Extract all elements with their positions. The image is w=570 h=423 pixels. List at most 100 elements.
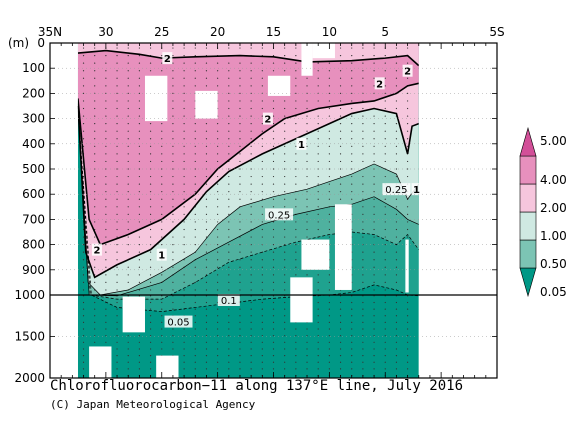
sample-dot (138, 259, 140, 261)
sample-dot (384, 341, 386, 343)
sample-dot (250, 244, 252, 246)
sample-dot (149, 301, 152, 304)
sample-dot (94, 160, 96, 163)
sample-dot (339, 341, 342, 343)
x-tick-label-1: 30 (98, 25, 113, 39)
sample-dot (105, 92, 107, 94)
sample-dot (272, 315, 275, 317)
sample-dot (239, 62, 241, 64)
sample-dot (261, 191, 263, 193)
sample-dot (127, 92, 129, 94)
sample-dot (82, 341, 85, 343)
sample-dot (183, 115, 185, 117)
sample-dot (250, 175, 252, 178)
contour-2-1 (77, 82, 419, 246)
sample-dot (339, 175, 342, 178)
sample-dot (94, 153, 96, 155)
sample-dot (172, 92, 174, 94)
sample-dot (161, 138, 163, 140)
sample-dot (373, 348, 375, 350)
sample-dot (105, 281, 107, 283)
sample-dot (339, 130, 342, 132)
sample-dot (149, 251, 152, 253)
sample-dot (339, 145, 342, 147)
sample-dot (395, 321, 398, 323)
sample-dot (138, 130, 140, 132)
sample-dot (384, 138, 386, 140)
sample-dot (317, 175, 319, 178)
sample-dot (306, 368, 308, 370)
sample-dot (250, 236, 252, 238)
sample-dot (172, 328, 174, 330)
colorbar-band-4 (519, 155, 537, 185)
sample-dot (239, 145, 241, 147)
sample-dot (217, 62, 219, 64)
sample-dot (105, 315, 107, 317)
sample-dot (351, 145, 353, 147)
sample-dot (250, 321, 252, 323)
sample-dot (373, 281, 375, 283)
sample-dot (217, 77, 219, 79)
sample-dot (228, 153, 230, 155)
sample-dot (384, 221, 386, 223)
sample-dot (384, 115, 386, 117)
sample-dot (373, 236, 375, 238)
y-tick-label-200: 200 (22, 86, 45, 100)
sample-dot (183, 70, 185, 72)
sample-dot (284, 244, 286, 246)
sample-dot (105, 321, 107, 323)
sample-dot (172, 175, 174, 178)
sample-dot (317, 191, 319, 193)
sample-dot (384, 92, 386, 94)
sample-dot (295, 266, 297, 268)
sample-dot (217, 308, 219, 310)
data-gap-3 (301, 43, 313, 76)
sample-dot (116, 100, 118, 102)
sample-dot (82, 107, 85, 110)
sample-dot (407, 168, 409, 170)
sample-dot (149, 62, 152, 64)
sample-dot (149, 236, 152, 238)
sample-dot (250, 213, 252, 215)
sample-dot (194, 236, 196, 238)
sample-dot (138, 281, 140, 283)
sample-dot (183, 62, 185, 64)
sample-dot (250, 153, 252, 155)
sample-dot (149, 274, 152, 276)
sample-dot (284, 100, 286, 102)
sample-dot (82, 315, 85, 317)
sample-dot (395, 85, 398, 87)
sample-dot (239, 123, 241, 125)
sample-dot (272, 130, 275, 132)
colorbar-label-2: 2.00 (540, 201, 567, 215)
sample-dot (373, 321, 375, 323)
sample-dot (373, 274, 375, 276)
sample-dot (284, 354, 286, 357)
sample-dot (205, 145, 208, 147)
sample-dot (116, 321, 118, 323)
sample-dot (272, 191, 275, 193)
data-gap-8 (122, 296, 145, 333)
sample-dot (272, 206, 275, 208)
sample-dot (339, 62, 342, 64)
sample-dot (228, 335, 230, 337)
sample-dot (250, 77, 252, 79)
sample-dot (395, 100, 398, 102)
sample-dot (149, 160, 152, 163)
sample-dot (284, 289, 286, 291)
sample-dot (82, 62, 85, 64)
sample-dot (339, 361, 342, 363)
sample-dot (407, 308, 409, 310)
sample-dot (250, 259, 252, 261)
sample-dot (194, 301, 196, 304)
sample-dot (127, 213, 129, 215)
sample-dot (228, 115, 230, 117)
sample-dot (127, 62, 129, 64)
sample-dot (328, 115, 330, 117)
sample-dot (384, 321, 386, 323)
sample-dot (384, 77, 386, 79)
sample-dot (205, 153, 208, 155)
sample-dot (384, 354, 386, 357)
sample-dot (306, 175, 308, 178)
sample-dot (183, 354, 185, 357)
